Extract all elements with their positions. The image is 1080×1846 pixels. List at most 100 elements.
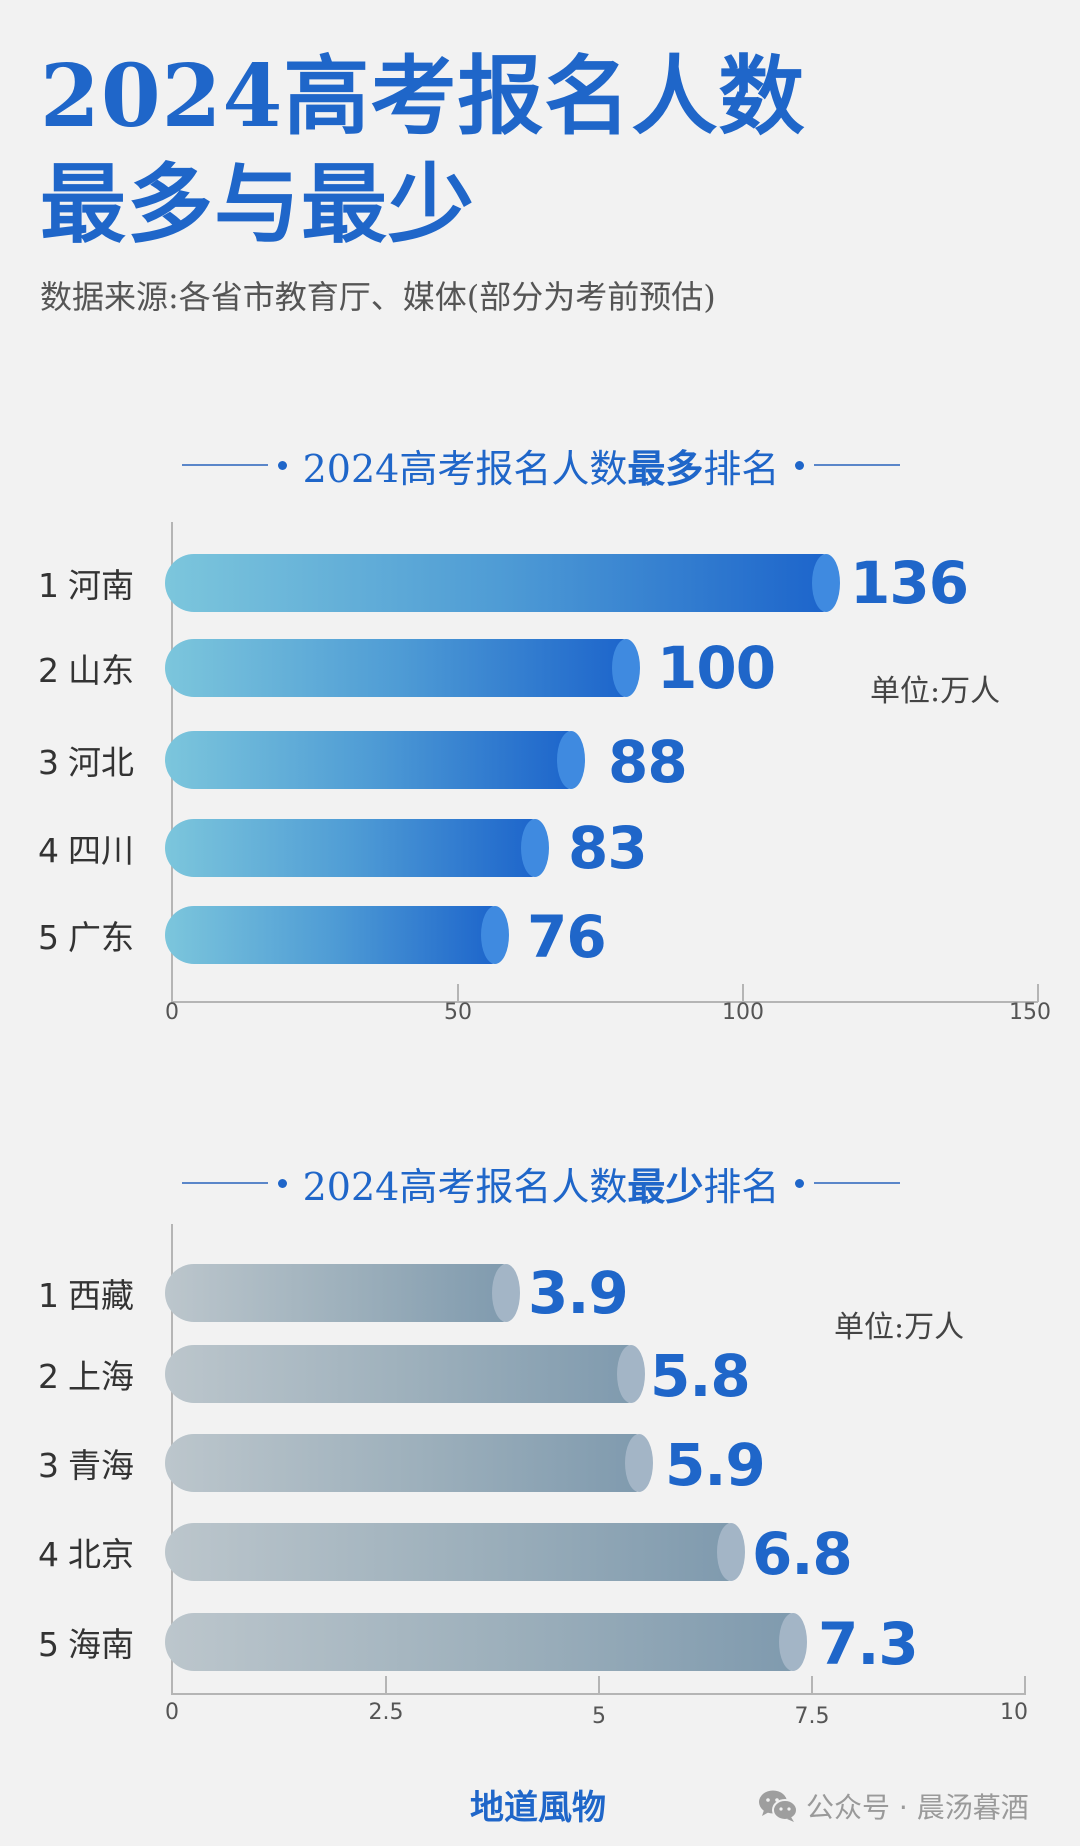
- bottom-chart-x-axis: [171, 1693, 1026, 1695]
- row-label: 2 山东: [38, 644, 134, 692]
- heading-rule-left: [182, 1182, 268, 1184]
- row-label: 1 西藏: [38, 1269, 134, 1317]
- heading-dot-left: [277, 460, 287, 470]
- province-name: 四川: [68, 831, 134, 870]
- page-title-line-2: 最多与最少: [40, 154, 475, 255]
- heading-dot-right: [795, 1178, 805, 1188]
- rank-number: 4: [38, 831, 59, 870]
- top-tick-label: 0: [165, 1000, 179, 1025]
- bar-hainan: [165, 1613, 807, 1671]
- bottom-chart-title: 2024高考报名人数最少排名: [297, 1156, 786, 1211]
- bar-cap: [779, 1613, 807, 1671]
- row-label: 5 广东: [38, 911, 134, 959]
- wechat-account-name: 公众号 · 晨汤暮酒: [806, 1791, 1029, 1824]
- top-tick: [742, 984, 744, 1002]
- top-tick-label: 100: [722, 1000, 764, 1025]
- bar-guangdong: [165, 906, 509, 964]
- heading-suffix: 排名: [703, 1164, 780, 1209]
- bottom-unit-label: 单位:万人: [834, 1310, 965, 1345]
- top-unit-label: 单位:万人: [870, 674, 1001, 709]
- heading-emphasis: 最少: [627, 1163, 704, 1209]
- rank-number: 1: [38, 1276, 59, 1315]
- bottom-chart-heading: 2024高考报名人数最少排名: [182, 1156, 900, 1211]
- value-label: 100: [657, 634, 776, 702]
- top-tick: [1037, 984, 1039, 1002]
- row-label: 4 北京: [38, 1528, 134, 1576]
- rank-number: 5: [38, 1625, 59, 1664]
- bar-hebei: [165, 731, 585, 789]
- bar-beijing: [165, 1523, 745, 1581]
- bar-henan: [165, 554, 840, 612]
- bar-cap: [612, 639, 640, 697]
- value-label: 5.9: [665, 1431, 766, 1499]
- row-label: 4 四川: [38, 824, 134, 872]
- bar-shanghai: [165, 1345, 645, 1403]
- province-name: 海南: [68, 1625, 134, 1664]
- row-label: 5 海南: [38, 1618, 134, 1666]
- rank-number: 3: [38, 1446, 59, 1485]
- province-name: 河南: [68, 566, 134, 605]
- heading-dot-left: [277, 1178, 287, 1188]
- province-name: 青海: [68, 1446, 134, 1485]
- bar-xizang: [165, 1264, 520, 1322]
- bar-cap: [717, 1523, 745, 1581]
- bottom-tick-label: 5: [592, 1704, 606, 1729]
- top-chart-title: 2024高考报名人数最多排名: [297, 438, 786, 493]
- top-chart-x-axis: [171, 1001, 1038, 1003]
- value-label: 88: [608, 728, 688, 796]
- heading-suffix: 排名: [703, 446, 780, 491]
- heading-rule-right: [814, 1182, 900, 1184]
- bottom-tick: [385, 1676, 387, 1694]
- bar-cap: [481, 906, 509, 964]
- province-name: 北京: [68, 1535, 134, 1574]
- bar-cap: [812, 554, 840, 612]
- province-name: 山东: [68, 651, 134, 690]
- bottom-tick-label: 0: [165, 1700, 179, 1725]
- bottom-tick-label: 7.5: [794, 1704, 830, 1729]
- heading-rule-right: [814, 464, 900, 466]
- bottom-tick: [1024, 1676, 1026, 1694]
- top-chart-heading: 2024高考报名人数最多排名: [182, 438, 900, 493]
- rank-number: 2: [38, 651, 59, 690]
- value-label: 136: [850, 549, 969, 617]
- row-label: 2 上海: [38, 1350, 134, 1398]
- province-name: 河北: [68, 743, 134, 782]
- heading-emphasis: 最多: [627, 445, 704, 491]
- heading-prefix: 2024高考报名人数: [302, 446, 628, 491]
- value-label: 76: [527, 903, 607, 971]
- bar-sichuan: [165, 819, 549, 877]
- value-label: 5.8: [650, 1342, 751, 1410]
- brand-logo-text: 地道風物: [470, 1788, 606, 1828]
- bar-cap: [492, 1264, 520, 1322]
- wechat-icon: [759, 1790, 798, 1822]
- rank-number: 2: [38, 1357, 59, 1396]
- page-title-line-1: 2024高考报名人数: [40, 46, 806, 147]
- value-label: 83: [568, 814, 648, 882]
- province-name: 西藏: [68, 1276, 134, 1315]
- rank-number: 5: [38, 918, 59, 957]
- province-name: 广东: [68, 918, 134, 957]
- data-source-note: 数据来源:各省市教育厅、媒体(部分为考前预估): [40, 278, 716, 316]
- bar-qinghai: [165, 1434, 653, 1492]
- top-tick-label: 50: [444, 1000, 472, 1025]
- top-tick: [457, 984, 459, 1002]
- top-tick-label: 150: [1009, 1000, 1051, 1025]
- heading-rule-left: [182, 464, 268, 466]
- row-label: 1 河南: [38, 559, 134, 607]
- heading-prefix: 2024高考报名人数: [302, 1164, 628, 1209]
- heading-dot-right: [795, 460, 805, 470]
- province-name: 上海: [68, 1357, 134, 1396]
- rank-number: 1: [38, 566, 59, 605]
- rank-number: 4: [38, 1535, 59, 1574]
- wechat-attribution: 公众号 · 晨汤暮酒: [758, 1786, 1029, 1826]
- bottom-tick-label: 2.5: [368, 1700, 404, 1725]
- value-label: 6.8: [752, 1520, 853, 1588]
- bar-shandong: [165, 639, 640, 697]
- bottom-tick: [811, 1676, 813, 1694]
- value-label: 3.9: [528, 1259, 629, 1327]
- bar-cap: [521, 819, 549, 877]
- bar-cap: [557, 731, 585, 789]
- bar-cap: [617, 1345, 645, 1403]
- bar-cap: [625, 1434, 653, 1492]
- row-label: 3 河北: [38, 736, 134, 784]
